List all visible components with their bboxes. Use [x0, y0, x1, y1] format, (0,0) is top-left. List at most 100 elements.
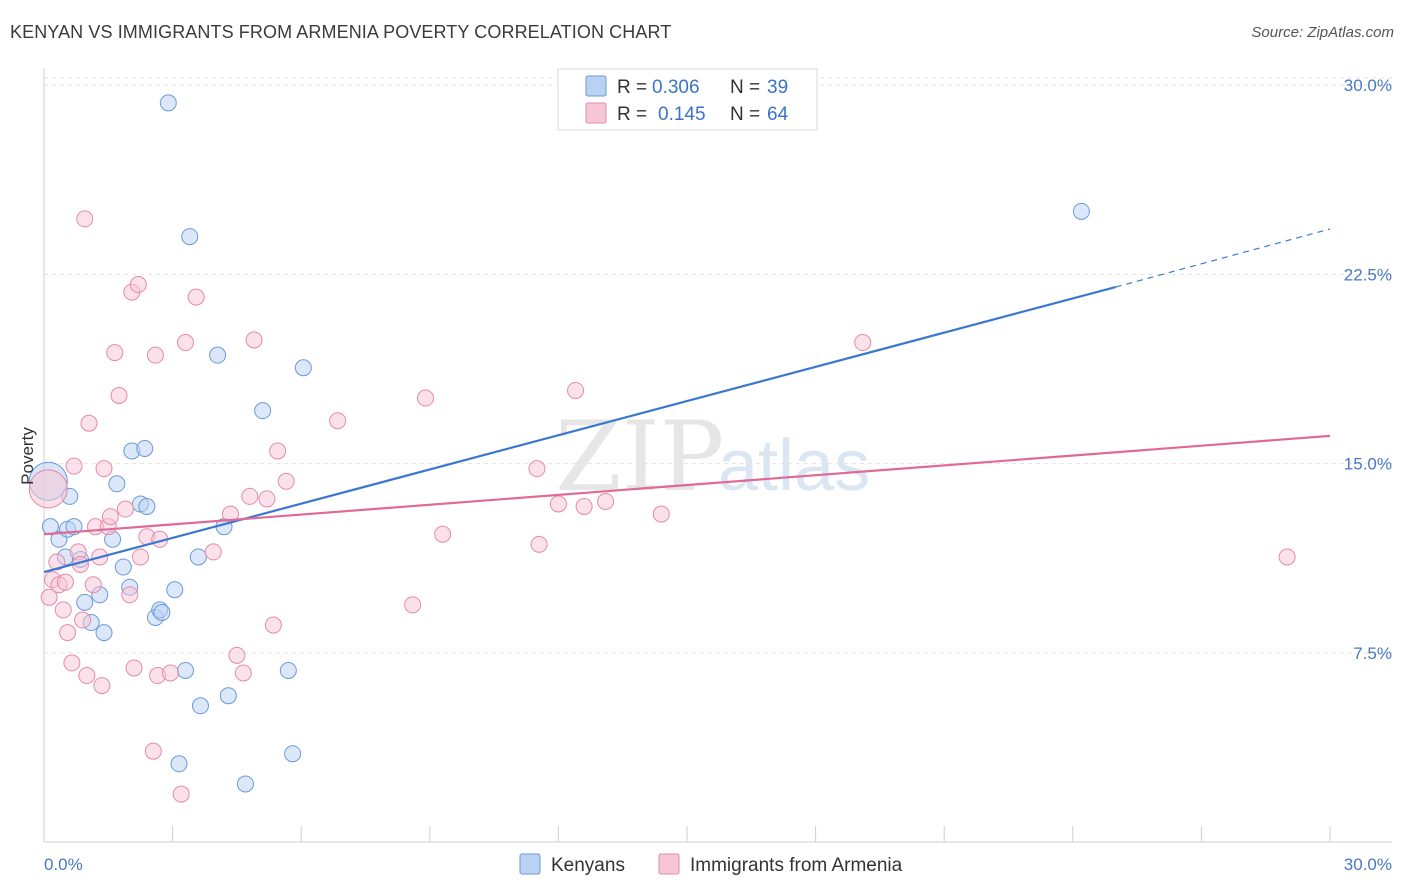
point-armenia-29	[129, 276, 147, 294]
point-armenia-43	[234, 664, 252, 682]
point-armenia-33	[146, 346, 164, 364]
point-armenia-0	[28, 469, 68, 509]
point-kenyans-33	[236, 775, 254, 793]
bottom-legend-label-kenyans: Kenyans	[551, 855, 625, 876]
y-axis-label: Poverty	[18, 427, 37, 485]
legend-n-label-armenia: N =	[730, 104, 760, 125]
legend-r-value-kenyans: 0.306	[652, 77, 700, 98]
source-name: ZipAtlas.com	[1307, 24, 1394, 41]
point-armenia-9	[65, 457, 83, 475]
point-armenia-38	[176, 334, 194, 352]
point-armenia-42	[228, 646, 246, 664]
legend-swatch-armenia	[585, 102, 607, 124]
point-kenyans-25	[170, 755, 188, 773]
trend-line-armenia	[43, 434, 1331, 536]
trend-extension-kenyans	[1115, 228, 1331, 288]
point-armenia-6	[56, 573, 74, 591]
point-kenyans-19	[138, 497, 156, 515]
point-armenia-61	[854, 334, 872, 352]
point-armenia-14	[78, 667, 96, 685]
point-armenia-20	[95, 460, 113, 478]
point-armenia-32	[144, 742, 162, 760]
bottom-legend-swatch-armenia	[658, 853, 680, 875]
y-tick-label-1: 15.0%	[1344, 455, 1392, 474]
tick-labels: 7.5% 15.0% 22.5% 30.0% 0.0% 30.0%	[44, 76, 1392, 874]
point-armenia-57	[567, 381, 585, 399]
point-kenyans-11	[95, 624, 113, 642]
point-kenyans-18	[136, 439, 154, 457]
point-armenia-30	[131, 548, 149, 566]
watermark-atlas: atlas	[718, 426, 870, 506]
x-tick-label-start: 0.0%	[44, 855, 83, 874]
y-tick-label-0: 7.5%	[1353, 644, 1392, 663]
point-armenia-56	[549, 495, 567, 513]
legend-n-value-kenyans: 39	[767, 77, 788, 98]
point-armenia-50	[329, 412, 347, 430]
legend-r-value-armenia: 0.145	[658, 104, 706, 125]
point-armenia-52	[417, 389, 435, 407]
point-armenia-44	[241, 487, 259, 505]
point-armenia-47	[264, 616, 282, 634]
point-armenia-16	[84, 576, 102, 594]
point-armenia-60	[652, 505, 670, 523]
bottom-legend-swatch-kenyans	[519, 853, 541, 875]
source-attribution: Source: ZipAtlas.com	[1251, 24, 1394, 41]
bottom-legend: Kenyans Immigrants from Armenia	[519, 853, 903, 876]
point-armenia-3	[48, 553, 66, 571]
point-armenia-24	[110, 387, 128, 405]
point-armenia-36	[161, 664, 179, 682]
point-kenyans-28	[189, 548, 207, 566]
point-kenyans-30	[209, 346, 227, 364]
point-armenia-8	[63, 654, 81, 672]
trend-line-kenyans	[43, 285, 1116, 574]
point-kenyans-27	[181, 228, 199, 246]
x-tick-label-end: 30.0%	[1344, 855, 1392, 874]
point-kenyans-32	[219, 687, 237, 705]
point-armenia-39	[187, 288, 205, 306]
gridlines	[44, 77, 1392, 654]
point-armenia-46	[258, 490, 276, 508]
point-armenia-40	[204, 543, 222, 561]
point-kenyans-26	[176, 661, 194, 679]
point-armenia-45	[245, 331, 263, 349]
legend-n-value-armenia: 64	[767, 104, 789, 125]
source-prefix: Source:	[1251, 24, 1308, 41]
point-armenia-7	[59, 624, 77, 642]
point-kenyans-13	[108, 475, 126, 493]
point-armenia-53	[434, 525, 452, 543]
point-armenia-25	[116, 500, 134, 518]
bottom-legend-label-armenia: Immigrants from Armenia	[690, 855, 903, 876]
point-armenia-22	[101, 508, 119, 526]
point-kenyans-24	[166, 581, 184, 599]
legend-swatch-kenyans	[585, 75, 607, 97]
point-armenia-26	[121, 586, 139, 604]
point-armenia-5	[54, 601, 72, 619]
watermark: ZIP atlas	[555, 401, 870, 513]
point-armenia-51	[404, 596, 422, 614]
y-tick-label-2: 22.5%	[1344, 265, 1392, 284]
legend-r-label-kenyans: R =	[617, 77, 647, 98]
axes	[43, 68, 1392, 843]
legend-n-label-kenyans: N =	[730, 77, 760, 98]
point-kenyans-37	[294, 359, 312, 377]
point-armenia-48	[269, 442, 287, 460]
point-armenia-15	[80, 414, 98, 432]
point-kenyans-23	[159, 94, 177, 112]
point-armenia-13	[76, 210, 94, 228]
watermark-zip: ZIP	[555, 401, 724, 513]
legend-box: R = 0.306 N = 39 R = 0.145 N = 64	[557, 68, 818, 131]
point-kenyans-36	[284, 745, 302, 763]
point-kenyans-22	[153, 603, 171, 621]
trend-lines	[43, 228, 1331, 574]
point-kenyans-38	[1072, 202, 1090, 220]
point-kenyans-14	[114, 558, 132, 576]
point-kenyans-34	[254, 402, 272, 420]
chart-title: KENYAN VS IMMIGRANTS FROM ARMENIA POVERT…	[10, 22, 672, 42]
point-kenyans-8	[76, 593, 94, 611]
point-armenia-59	[597, 492, 615, 510]
point-kenyans-35	[279, 661, 297, 679]
point-armenia-37	[172, 785, 190, 803]
point-armenia-58	[575, 497, 593, 515]
point-armenia-1	[40, 588, 58, 606]
